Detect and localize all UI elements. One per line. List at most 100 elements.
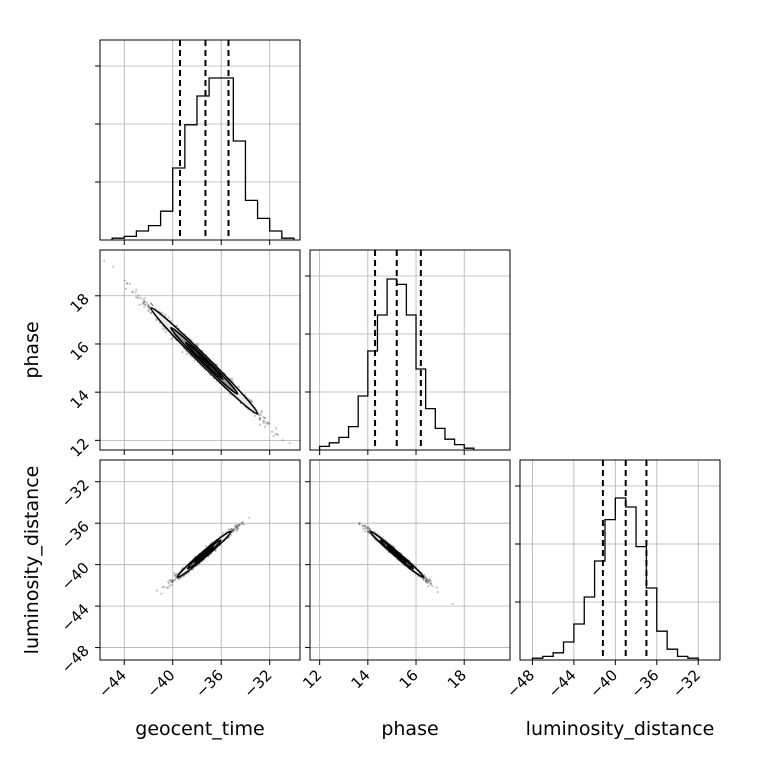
sample-point <box>167 316 170 319</box>
sample-point <box>141 298 144 301</box>
sample-point <box>142 302 145 305</box>
panel-geocent_time-vs-luminosity_distance: −44 −40 −36 −32−48−44−40−36−32 <box>58 459 301 701</box>
sample-point <box>167 586 170 589</box>
sample-point <box>221 532 224 535</box>
sample-point <box>242 523 246 526</box>
panel-geocent_time <box>95 39 301 245</box>
x-tick-label: 16 <box>396 666 422 692</box>
sample-point <box>196 344 199 347</box>
y-tick-label: −36 <box>58 517 93 552</box>
sample-point <box>123 279 126 282</box>
sample-point <box>161 312 164 315</box>
x-tick-label: −40 <box>143 666 178 701</box>
sample-point <box>426 581 429 585</box>
y-tick-label: 14 <box>67 386 93 412</box>
sample-point <box>174 578 177 582</box>
sample-point <box>422 578 425 581</box>
sample-point <box>425 578 428 581</box>
sample-point <box>427 585 430 588</box>
sample-point <box>428 578 431 581</box>
sample-point <box>235 530 238 533</box>
sample-point <box>170 338 173 341</box>
sample-point <box>241 520 244 524</box>
sample-point <box>362 527 365 530</box>
sample-point <box>266 421 269 424</box>
sample-point <box>423 573 426 576</box>
sample-point <box>237 524 240 527</box>
sample-point <box>424 579 428 582</box>
panel-frame <box>519 459 721 661</box>
sample-point <box>258 414 261 417</box>
sample-point <box>250 399 253 402</box>
sample-point <box>147 306 150 310</box>
sample-point <box>234 524 237 528</box>
sample-point <box>162 328 165 331</box>
sample-point <box>173 574 176 577</box>
sample-point <box>275 427 278 430</box>
panel-frame <box>309 459 511 661</box>
sample-point <box>168 584 171 588</box>
sample-point <box>429 580 432 583</box>
sample-point <box>146 304 150 307</box>
sample-point <box>258 418 261 421</box>
sample-point <box>235 526 238 529</box>
x-tick-label: −44 <box>545 666 580 701</box>
sample-point <box>363 530 367 533</box>
sample-point <box>112 265 115 268</box>
sample-point <box>423 575 426 578</box>
x-tick-label: −48 <box>503 666 538 701</box>
sample-point <box>146 304 150 308</box>
panel-phase <box>305 249 511 455</box>
sample-point <box>259 423 262 426</box>
sample-point <box>427 578 430 581</box>
panel-geocent_time-vs-phase: 12 14 16 18 <box>67 249 301 461</box>
sample-point <box>288 442 291 445</box>
sample-point <box>235 528 238 531</box>
sample-point <box>171 579 175 582</box>
sample-point <box>178 577 181 581</box>
sample-point <box>151 304 154 307</box>
sample-point <box>365 526 368 529</box>
sample-point <box>145 301 149 304</box>
histogram-luminosity_distance <box>531 497 699 660</box>
sample-point <box>266 422 270 425</box>
sample-point <box>238 523 241 527</box>
histogram-geocent_time <box>111 77 295 240</box>
sample-point <box>392 545 395 548</box>
sample-point <box>170 579 173 582</box>
sample-point <box>367 527 370 530</box>
sample-point <box>143 300 146 303</box>
y-axis-label-luminosity_distance: luminosity_distance <box>21 466 43 655</box>
sample-point <box>264 417 267 420</box>
sample-point <box>231 529 235 532</box>
contour-level-3 <box>197 354 211 368</box>
sample-point <box>281 439 284 442</box>
sample-point <box>193 359 196 362</box>
contour-level-3 <box>393 551 401 558</box>
sample-point <box>207 555 210 558</box>
sample-point <box>250 400 253 403</box>
sample-point <box>204 545 207 548</box>
sample-point <box>263 420 266 423</box>
sample-point <box>366 526 370 529</box>
panel-frame <box>99 249 301 451</box>
sample-point <box>251 400 254 403</box>
sample-point <box>147 308 151 311</box>
sample-point <box>143 300 146 303</box>
sample-point <box>177 577 180 580</box>
sample-point <box>367 528 370 531</box>
sample-point <box>425 579 428 582</box>
y-tick-label: 12 <box>67 434 93 460</box>
sample-point <box>171 580 175 583</box>
sample-point <box>240 522 243 526</box>
x-axis-label-luminosity_distance: luminosity_distance <box>526 718 715 740</box>
y-tick-label: 16 <box>67 338 93 364</box>
sample-point <box>430 582 433 585</box>
sample-point <box>139 296 142 299</box>
sample-point <box>366 526 369 529</box>
sample-point <box>230 377 234 381</box>
panel-frame <box>99 39 301 241</box>
y-tick-label: −32 <box>58 476 93 511</box>
sample-point <box>170 580 173 584</box>
sample-point <box>431 584 434 588</box>
